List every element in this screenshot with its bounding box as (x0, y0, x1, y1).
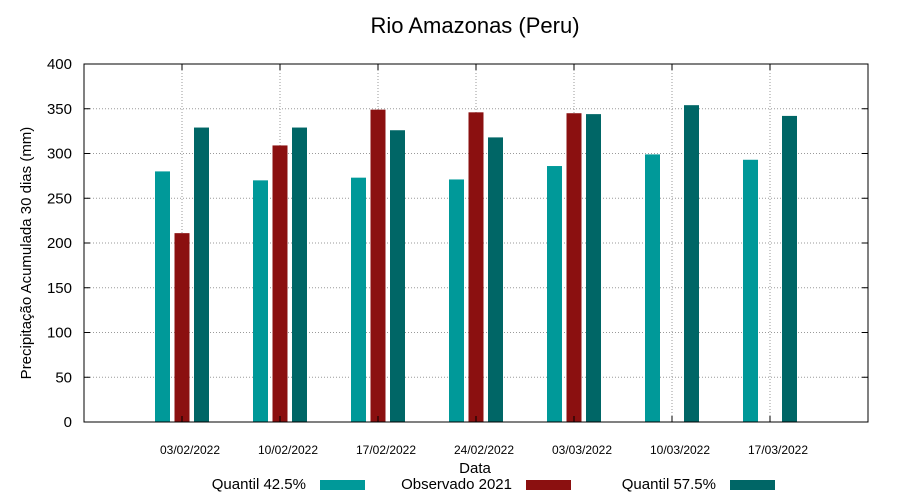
y-tick-label: 400 (47, 56, 72, 73)
legend-label: Observado 2021 (401, 476, 512, 493)
bar-quantil-42-5- (449, 179, 464, 422)
y-tick-label: 100 (47, 325, 72, 342)
chart-title: Rio Amazonas (Peru) (370, 13, 579, 38)
bar-quantil-57-5- (586, 114, 601, 423)
x-tick-label: 24/02/2022 (454, 443, 514, 457)
y-tick-label: 150 (47, 280, 72, 297)
legend: Quantil 42.5% Observado 2021 Quantil 57.5% (212, 476, 775, 493)
bar-quantil-57-5- (684, 105, 699, 423)
y-tick-label: 0 (64, 414, 72, 431)
y-tick-label: 350 (47, 101, 72, 118)
bar-quantil-57-5- (292, 127, 307, 423)
y-tick-label: 300 (47, 146, 72, 163)
legend-swatch (730, 480, 775, 490)
bar-quantil-57-5- (782, 115, 797, 422)
bar-quantil-42-5- (547, 166, 562, 422)
y-tick-label: 200 (47, 235, 72, 252)
bar-quantil-42-5- (645, 154, 660, 422)
bar-quantil-42-5- (743, 159, 758, 422)
y-tick-label: 50 (55, 369, 72, 386)
x-tick-label: 03/02/2022 (160, 443, 220, 457)
x-tick-label: 10/02/2022 (258, 443, 318, 457)
bar-quantil-57-5- (390, 130, 405, 423)
bar-observado-2021 (174, 233, 190, 422)
bar-quantil-42-5- (351, 177, 366, 422)
tick-layer: 0 50 100 150 200 250 300 350 400 03/02/2022 10/02/… (47, 56, 868, 457)
bar-quantil-42-5- (253, 180, 268, 422)
legend-swatch (320, 480, 365, 490)
bar-quantil-42-5- (155, 171, 170, 422)
legend-label: Quantil 42.5% (212, 476, 306, 493)
x-tick-label: 17/02/2022 (356, 443, 416, 457)
bar-quantil-57-5- (488, 137, 503, 422)
legend-swatch (526, 480, 571, 490)
x-axis-title: Data (459, 460, 491, 477)
x-tick-label: 17/03/2022 (748, 443, 808, 457)
bar-layer (155, 105, 797, 423)
y-axis-title: Precipitação Acumulada 30 dias (mm) (18, 127, 35, 380)
bar-observado-2021 (272, 145, 288, 422)
bar-observado-2021 (370, 109, 386, 423)
x-tick-label: 10/03/2022 (650, 443, 710, 457)
y-tick-label: 250 (47, 190, 72, 207)
legend-label: Quantil 57.5% (622, 476, 716, 493)
bar-quantil-57-5- (194, 127, 209, 423)
bar-observado-2021 (566, 113, 582, 422)
bar-observado-2021 (468, 112, 484, 422)
x-tick-label: 03/03/2022 (552, 443, 612, 457)
